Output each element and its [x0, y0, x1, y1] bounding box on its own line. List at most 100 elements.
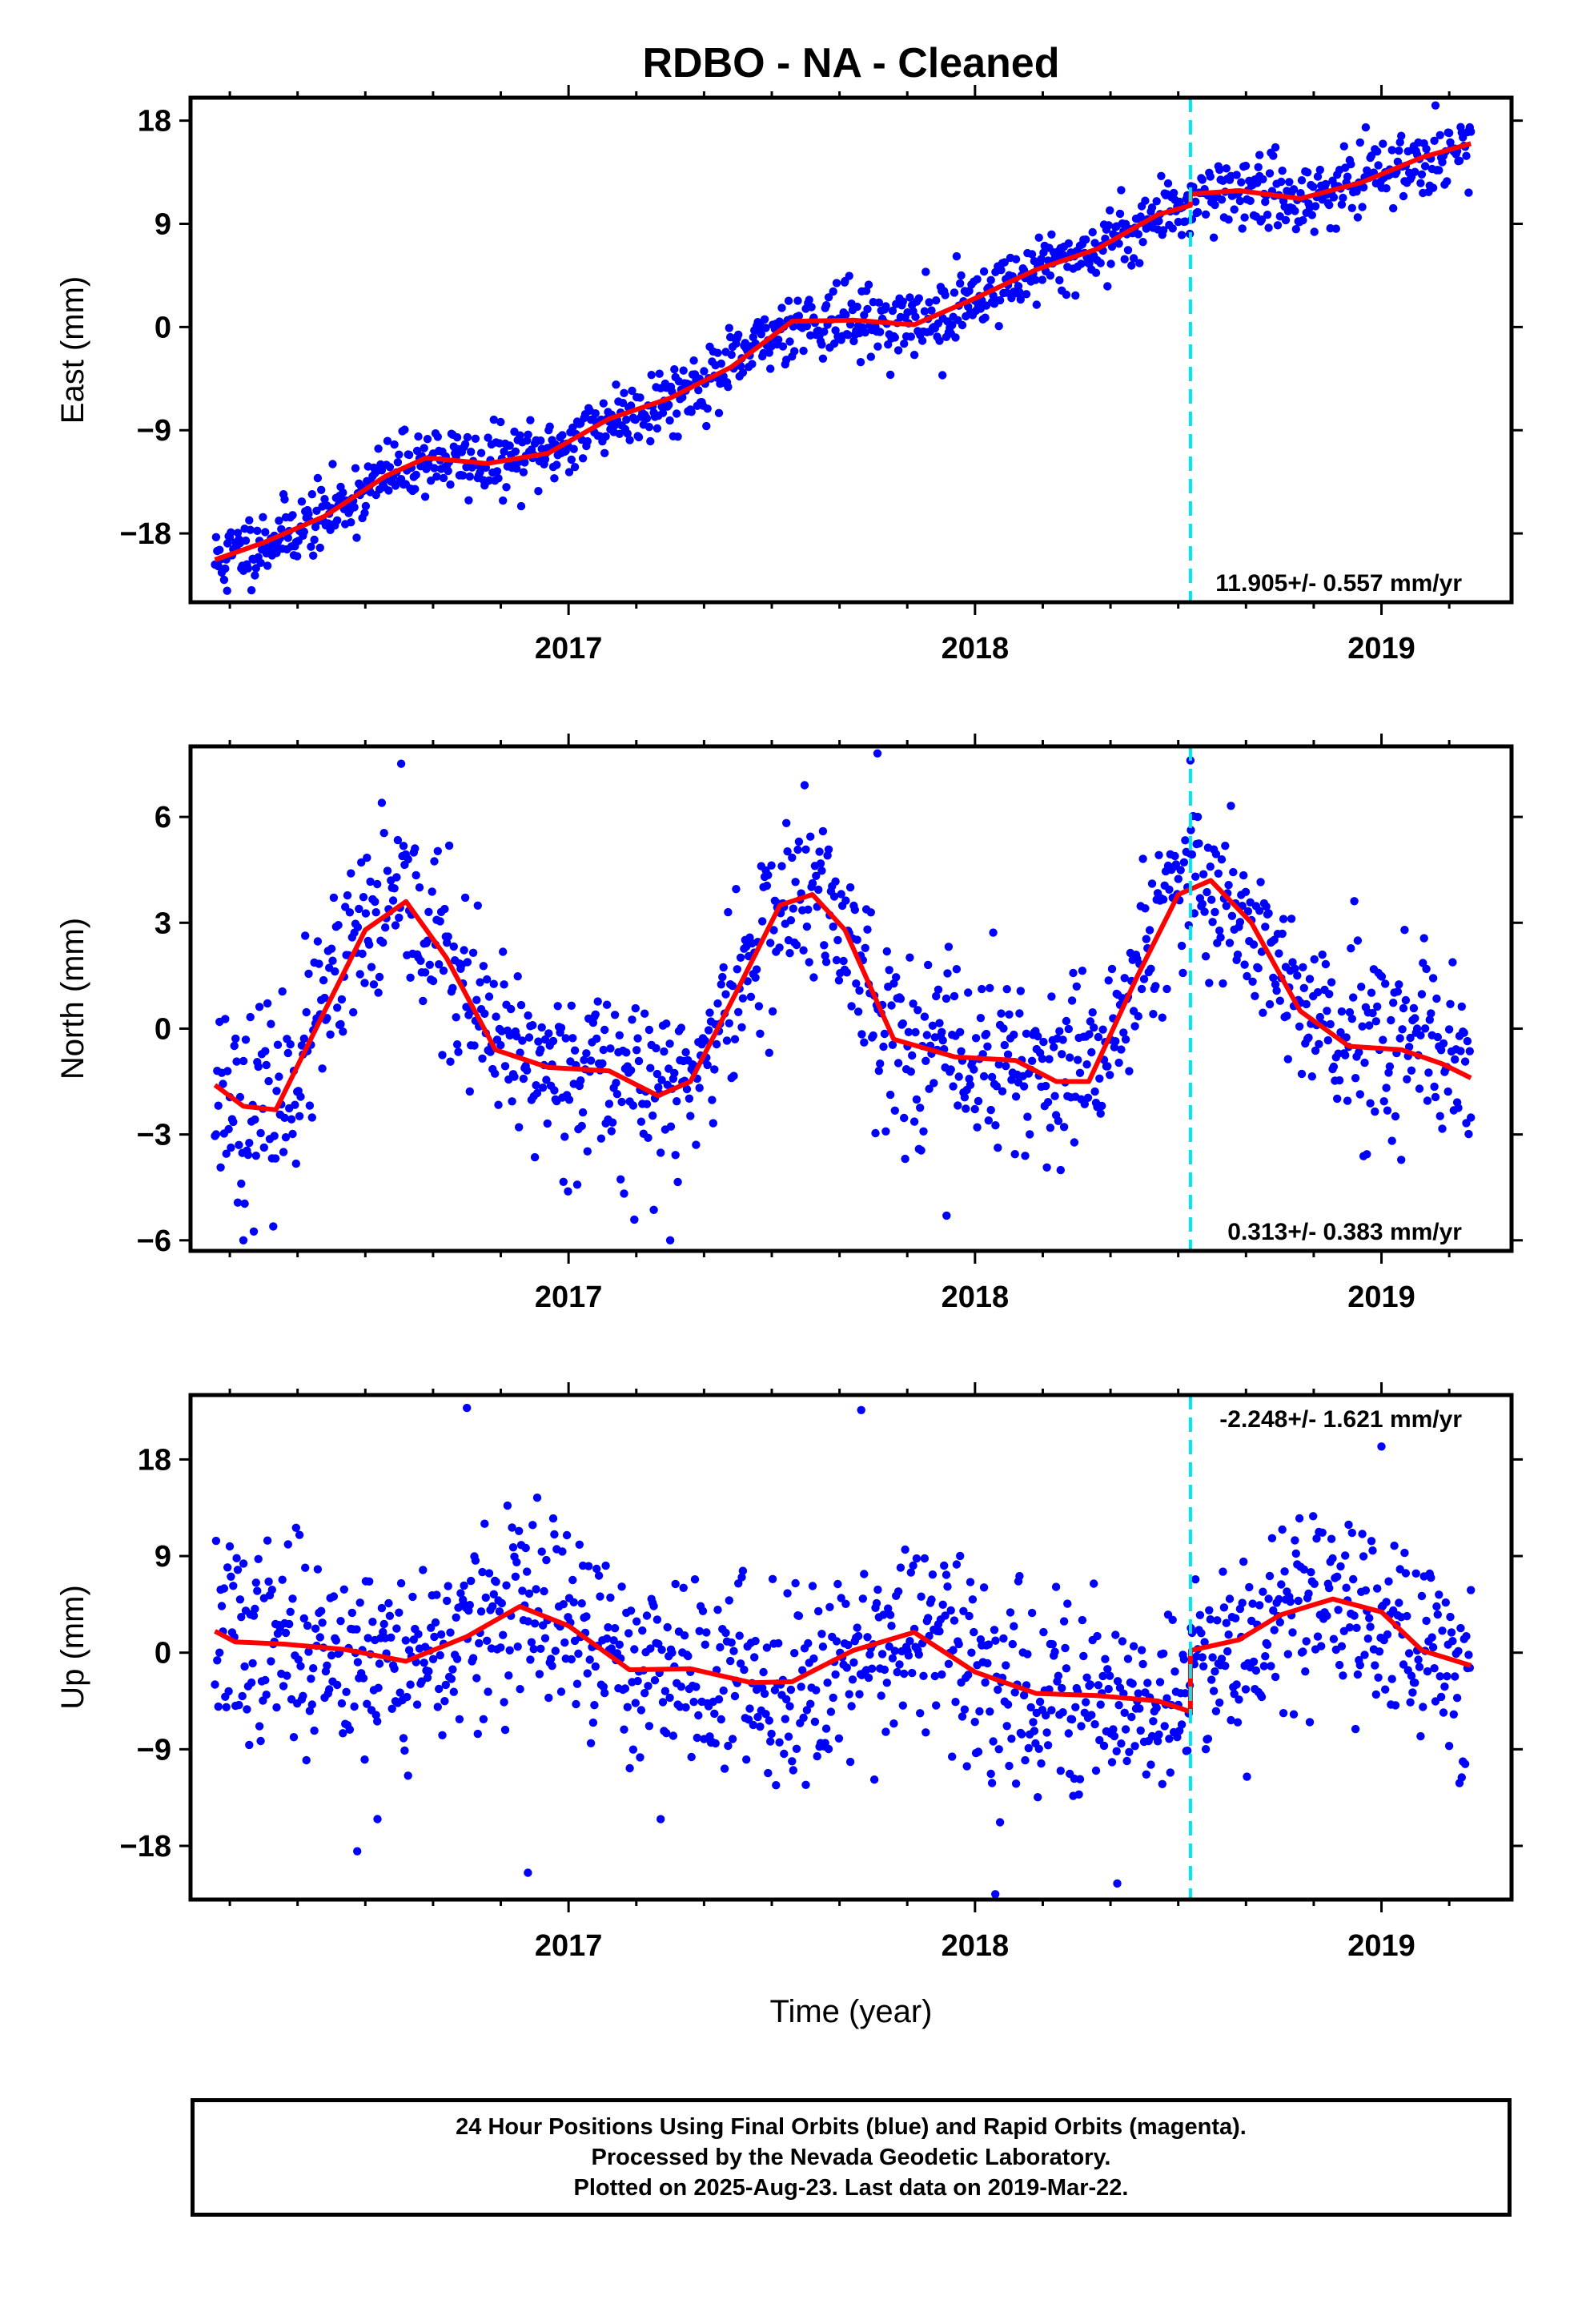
- north-data-point: [1311, 1046, 1320, 1055]
- north-data-point: [709, 1119, 717, 1128]
- north-data-point: [1323, 1007, 1331, 1015]
- up-data-point: [680, 1631, 689, 1640]
- east-data-point: [634, 432, 644, 442]
- north-data-point: [556, 1023, 566, 1032]
- east-data-point: [564, 468, 574, 476]
- north-data-point: [934, 985, 943, 995]
- up-data-point: [1021, 1755, 1030, 1765]
- up-data-point: [500, 1698, 508, 1707]
- up-data-point: [443, 1596, 452, 1606]
- up-data-point: [786, 1685, 796, 1695]
- east-data-point: [1416, 179, 1425, 187]
- up-data-point: [984, 1640, 994, 1649]
- east-data-point: [404, 450, 414, 460]
- north-data-point: [404, 854, 412, 864]
- north-data-point: [383, 866, 392, 875]
- north-data-point: [1261, 923, 1270, 931]
- east-data-point: [694, 386, 703, 395]
- north-data-point: [353, 923, 363, 932]
- east-data-point: [642, 414, 652, 423]
- north-data-point: [794, 837, 804, 846]
- north-data-point: [1054, 1116, 1063, 1126]
- north-data-point: [775, 943, 784, 952]
- up-data-point: [1342, 1583, 1351, 1592]
- up-data-point: [785, 1702, 794, 1711]
- up-data-point: [396, 1578, 406, 1588]
- north-data-point: [1069, 968, 1078, 978]
- east-data-point: [1422, 144, 1431, 154]
- east-data-point: [1420, 162, 1430, 171]
- north-data-point: [1255, 907, 1264, 915]
- up-data-point: [1158, 1779, 1167, 1788]
- up-data-point: [264, 1577, 273, 1586]
- up-data-point: [524, 1589, 534, 1598]
- up-data-point: [368, 1618, 377, 1626]
- north-data-point: [662, 1019, 671, 1028]
- north-data-point: [791, 878, 800, 887]
- east-data-point: [1321, 179, 1331, 189]
- up-data-point: [847, 1702, 856, 1711]
- up-data-point: [1136, 1726, 1145, 1735]
- north-data-point: [752, 965, 761, 974]
- north-data-point: [1087, 1047, 1096, 1057]
- up-data-point: [1444, 1742, 1454, 1751]
- north-data-point: [1307, 1072, 1317, 1081]
- east-data-point: [253, 526, 262, 535]
- up-data-point: [532, 1585, 540, 1594]
- north-data-point: [821, 958, 831, 967]
- east-data-point: [433, 432, 442, 441]
- east-data-point: [766, 364, 775, 373]
- north-data-point: [291, 1159, 300, 1168]
- up-data-point: [930, 1671, 940, 1681]
- north-data-point: [736, 953, 745, 963]
- north-data-point: [782, 818, 791, 827]
- east-data-point: [496, 417, 505, 427]
- east-data-point: [821, 301, 831, 310]
- up-data-point: [359, 1674, 368, 1683]
- up-data-point: [1135, 1704, 1144, 1713]
- up-data-point: [1191, 1575, 1200, 1584]
- north-data-point: [1181, 836, 1190, 845]
- north-data-point: [789, 904, 797, 913]
- north-data-point: [853, 1007, 863, 1016]
- up-data-point: [1213, 1616, 1222, 1625]
- east-ytick-label: −18: [120, 517, 171, 551]
- east-data-point: [1281, 215, 1291, 225]
- east-data-point: [245, 516, 254, 525]
- east-data-point: [1015, 287, 1024, 297]
- north-data-point: [626, 1066, 636, 1075]
- up-data-point: [1415, 1663, 1424, 1671]
- north-data-point: [1046, 1124, 1055, 1132]
- north-data-point: [705, 1008, 714, 1017]
- east-data-point: [757, 330, 765, 339]
- up-data-point: [594, 1571, 604, 1580]
- up-data-point: [1448, 1637, 1457, 1646]
- east-data-point: [465, 472, 474, 481]
- north-data-point: [1186, 826, 1195, 834]
- north-data-point: [1019, 1082, 1029, 1091]
- chart-title: RDBO - NA - Cleaned: [643, 40, 1060, 86]
- up-data-point: [527, 1638, 536, 1647]
- up-data-point: [243, 1705, 251, 1714]
- up-data-point: [1366, 1622, 1375, 1631]
- east-data-point: [863, 304, 872, 314]
- north-data-point: [704, 1026, 713, 1035]
- north-xtick-label: 2018: [942, 1281, 1010, 1314]
- east-data-point: [1193, 207, 1203, 217]
- up-data-point: [239, 1559, 248, 1568]
- north-rate-label: 0.313+/- 0.383 mm/yr: [1227, 1219, 1462, 1245]
- up-data-point: [1026, 1703, 1035, 1712]
- east-data-point: [1271, 143, 1280, 152]
- north-data-point: [1217, 855, 1227, 864]
- east-data-point: [794, 312, 804, 320]
- up-data-point: [644, 1722, 654, 1731]
- up-data-point: [1438, 1626, 1447, 1635]
- north-data-point: [1142, 935, 1151, 943]
- up-data-point: [642, 1611, 652, 1620]
- north-data-point: [938, 1027, 946, 1037]
- up-data-point: [1219, 1567, 1227, 1576]
- up-data-point: [1401, 1569, 1411, 1578]
- east-data-point: [352, 533, 361, 542]
- up-data-point: [1039, 1627, 1048, 1637]
- up-data-point: [455, 1715, 464, 1723]
